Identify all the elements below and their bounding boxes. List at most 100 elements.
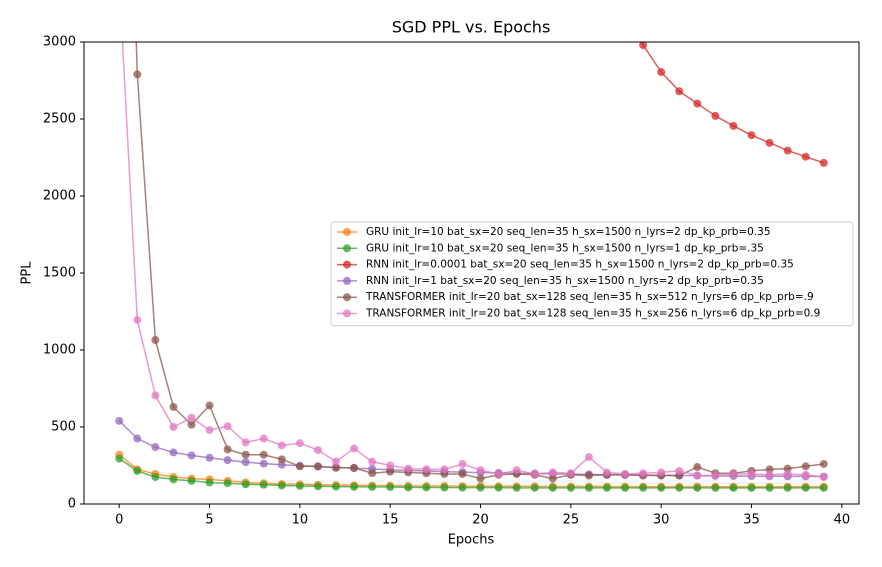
- legend-label: GRU init_lr=10 bat_sx=20 seq_len=35 h_sx…: [366, 242, 764, 254]
- data-point: [223, 445, 232, 454]
- data-point: [187, 413, 196, 422]
- data-point: [241, 480, 250, 489]
- y-tick-label: 3000: [43, 35, 76, 50]
- data-point: [693, 483, 702, 492]
- data-point: [277, 481, 286, 490]
- data-point: [801, 152, 810, 161]
- x-tick-label: 5: [205, 513, 213, 528]
- data-point: [151, 335, 160, 344]
- data-point: [350, 444, 359, 453]
- data-point: [295, 462, 304, 471]
- legend-marker: [343, 228, 351, 236]
- data-point: [151, 473, 160, 482]
- data-point: [241, 450, 250, 459]
- data-point: [693, 471, 702, 480]
- data-point: [675, 87, 684, 96]
- data-point: [584, 453, 593, 462]
- data-point: [404, 464, 413, 473]
- data-point: [259, 480, 268, 489]
- legend-box: [330, 221, 854, 327]
- data-point: [133, 70, 142, 79]
- data-point: [277, 441, 286, 450]
- data-point: [368, 469, 377, 478]
- data-point: [548, 468, 557, 477]
- x-tick-label: 40: [834, 513, 851, 528]
- data-point: [151, 443, 160, 452]
- data-point: [747, 483, 756, 492]
- data-point: [422, 465, 431, 474]
- y-tick-label: 0: [68, 497, 76, 512]
- plot-area: [115, 42, 828, 492]
- data-point: [223, 422, 232, 431]
- legend-label: TRANSFORMER init_lr=20 bat_sx=128 seq_le…: [365, 308, 820, 320]
- data-point: [458, 459, 467, 468]
- series-line: [118, 457, 824, 489]
- data-point: [205, 401, 214, 410]
- data-point: [566, 483, 575, 492]
- x-tick-label: 0: [115, 513, 123, 528]
- data-point: [151, 391, 160, 400]
- data-point: [458, 483, 467, 492]
- data-point: [241, 458, 250, 467]
- series-line: [118, 454, 824, 488]
- data-point: [783, 469, 792, 478]
- x-tick-label: 20: [472, 513, 489, 528]
- data-point: [530, 469, 539, 478]
- data-point: [133, 315, 142, 324]
- data-point: [313, 482, 322, 491]
- y-tick-label: 2000: [43, 189, 76, 204]
- data-point: [169, 402, 178, 411]
- data-point: [115, 454, 124, 463]
- data-point: [223, 479, 232, 488]
- x-tick-label: 35: [743, 513, 760, 528]
- data-point: [747, 131, 756, 140]
- data-point: [548, 483, 557, 492]
- x-tick-label: 15: [382, 513, 399, 528]
- data-point: [476, 466, 485, 475]
- data-point: [765, 483, 774, 492]
- data-point: [584, 471, 593, 480]
- data-point: [440, 465, 449, 474]
- legend-marker: [343, 244, 351, 253]
- data-point: [133, 434, 142, 443]
- data-point: [133, 466, 142, 475]
- y-axis-label: PPL: [20, 261, 35, 285]
- x-tick-label: 30: [653, 513, 670, 528]
- series-line: [121, 42, 824, 478]
- data-point: [819, 473, 828, 482]
- data-point: [313, 446, 322, 455]
- data-point: [711, 483, 720, 492]
- data-point: [639, 42, 648, 50]
- legend-marker: [343, 293, 351, 302]
- data-point: [169, 423, 178, 431]
- legend-label: TRANSFORMER init_lr=20 bat_sx=128 seq_le…: [365, 291, 814, 303]
- data-point: [657, 68, 666, 77]
- data-point: [187, 451, 196, 460]
- data-point: [548, 474, 557, 483]
- data-point: [386, 483, 395, 492]
- data-point: [639, 469, 648, 478]
- legend-marker: [343, 309, 351, 318]
- data-point: [675, 483, 684, 492]
- data-point: [187, 476, 196, 485]
- data-point: [169, 475, 178, 484]
- legend-label: RNN init_lr=1 bat_sx=20 seq_len=35 h_sx=…: [366, 275, 764, 287]
- data-point: [602, 468, 611, 477]
- series-line: [640, 42, 825, 164]
- data-point: [711, 471, 720, 480]
- data-point: [711, 111, 720, 120]
- data-point: [205, 426, 214, 435]
- data-point: [494, 469, 503, 478]
- data-point: [259, 459, 268, 468]
- data-point: [404, 483, 413, 492]
- data-point: [476, 474, 485, 483]
- data-point: [639, 483, 648, 492]
- data-point: [223, 456, 232, 465]
- data-point: [422, 483, 431, 492]
- data-point: [259, 450, 268, 459]
- legend: GRU init_lr=10 bat_sx=20 seq_len=35 h_sx…: [330, 221, 854, 327]
- data-point: [693, 99, 702, 108]
- data-point: [115, 416, 124, 425]
- y-tick-label: 500: [51, 420, 76, 435]
